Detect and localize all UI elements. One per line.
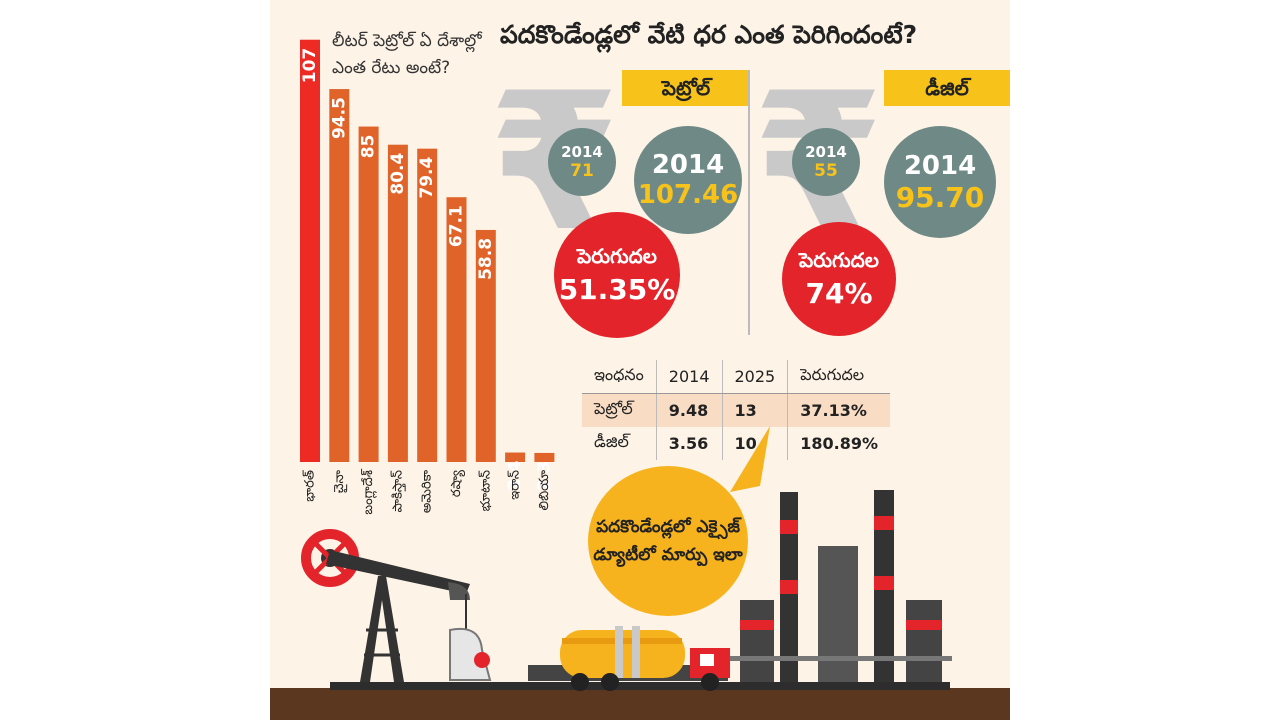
excise-callout: పదకొండేండ్లలో ఎక్సైజ్ డ్యూటీలో మార్పు ఇల… xyxy=(588,466,748,616)
petrol-price-bar-chart: 107 భారత్ 94.5 చైనా 85 బంగ్లాదేశ్ 80.4 పాకిస్తా… xyxy=(300,39,555,515)
page-title: పదకొండేండ్లలో వేటి ధర ఎంత పెరిగిందంటే? xyxy=(500,20,918,49)
diesel-label: డీజిల్ xyxy=(884,70,1010,106)
bar-value-label: 107 xyxy=(300,48,320,84)
bar-value-label: 79.4 xyxy=(417,156,437,198)
infographic-canvas: 107 భారత్ 94.5 చైనా 85 బంగ్లాదేశ్ 80.4 పాకిస్తా… xyxy=(270,0,1010,720)
bar xyxy=(358,126,379,462)
table-cell: డీజిల్ xyxy=(594,432,629,451)
diesel-increase-circle: పెరుగుదల 74% xyxy=(782,222,896,336)
category-label: బంగ్లాదేశ్ xyxy=(361,468,377,514)
ground-strip xyxy=(270,688,1010,720)
petrol-label: పెట్రోల్ xyxy=(622,70,750,106)
ground-base xyxy=(330,682,950,690)
excise-duty-table: ఇంధనం 2014 2025 పెరుగుదల పెట్రోల్ 9.48 1… xyxy=(582,360,890,460)
table-header-cell: 2014 xyxy=(655,360,722,394)
bar-value-label: 2.3 xyxy=(534,461,554,491)
table-cell: 9.48 xyxy=(655,393,722,427)
table-row: పెట్రోల్ 9.48 13 37.13% xyxy=(582,393,890,427)
diesel-new-price-circle: 2014 95.70 xyxy=(884,126,996,238)
refinery-icon xyxy=(730,490,952,682)
bar-chart-title: లీటర్ పెట్రోల్ ఏ దేశాల్లో ఎంత రేటు అంటే? xyxy=(332,31,482,78)
category-label: భూటాన్ xyxy=(478,470,493,511)
bar xyxy=(300,39,320,462)
category-label: పాకిస్తాన్ xyxy=(390,470,406,512)
table-cell: 13 xyxy=(721,393,788,427)
bar-value-label: 80.4 xyxy=(388,153,408,195)
bar xyxy=(505,452,526,462)
petrol-increase-value: 51.35% xyxy=(558,273,676,306)
petrol-increase-circle: పెరుగుదల 51.35% xyxy=(554,212,680,338)
bar xyxy=(329,89,350,462)
petrol-new-price-circle: 2014 107.46 xyxy=(634,126,742,234)
table-row: డీజిల్ 3.56 10 180.89% xyxy=(582,427,890,460)
panel-divider xyxy=(748,70,750,335)
table-cell: 37.13% xyxy=(787,393,890,427)
pump-jack-icon xyxy=(301,529,492,682)
callout-pointer xyxy=(730,426,770,492)
table-header-cell: 2025 xyxy=(721,360,788,394)
bar xyxy=(387,144,408,462)
category-label: రష్యా xyxy=(449,470,466,497)
table-cell: 3.56 xyxy=(655,427,722,460)
diesel-old-price-circle: 2014 55 xyxy=(792,128,860,196)
petrol-increase-label: పెరుగుదల xyxy=(577,244,657,268)
category-label: అమెరికా xyxy=(420,469,435,513)
table-header-cell: ఇంధనం xyxy=(582,360,657,394)
diesel-old-value: 55 xyxy=(814,161,838,181)
table-header-row: ఇంధనం 2014 2025 పెరుగుదల xyxy=(582,360,890,394)
table-header-cell: పెరుగుదల xyxy=(787,360,890,394)
category-label: లిబియా xyxy=(537,470,552,511)
table-cell: పెట్రోల్ xyxy=(594,399,633,418)
oil-industry-illustration xyxy=(270,490,1010,720)
tanker-truck-icon xyxy=(528,626,730,691)
diesel-old-year: 2014 xyxy=(805,143,847,161)
bar xyxy=(534,452,555,462)
bar xyxy=(446,197,467,462)
diesel-new-value: 95.70 xyxy=(895,180,985,214)
bar-value-label: 94.5 xyxy=(329,97,349,139)
category-label: భారత్ xyxy=(303,469,318,502)
petrol-new-year: 2014 xyxy=(651,150,725,180)
table-cell: 180.89% xyxy=(787,427,890,460)
bar xyxy=(475,229,496,462)
diesel-new-year: 2014 xyxy=(903,150,977,181)
bar-value-label: 67.1 xyxy=(447,205,467,247)
diesel-increase-label: పెరుగుదల xyxy=(799,248,879,272)
petrol-old-year: 2014 xyxy=(561,143,603,161)
diesel-increase-value: 74% xyxy=(805,277,873,310)
petrol-old-price-circle: 2014 71 xyxy=(548,128,616,196)
bar-value-label: 85 xyxy=(359,135,379,159)
bar xyxy=(417,148,438,462)
petrol-new-value: 107.46 xyxy=(637,180,739,210)
petrol-old-value: 71 xyxy=(570,161,594,181)
category-label: ఇరాన్ xyxy=(508,470,523,500)
bar-value-label: 58.8 xyxy=(476,238,496,280)
category-label: చైనా xyxy=(332,470,348,494)
bar-value-label: 2.4 xyxy=(505,460,525,490)
